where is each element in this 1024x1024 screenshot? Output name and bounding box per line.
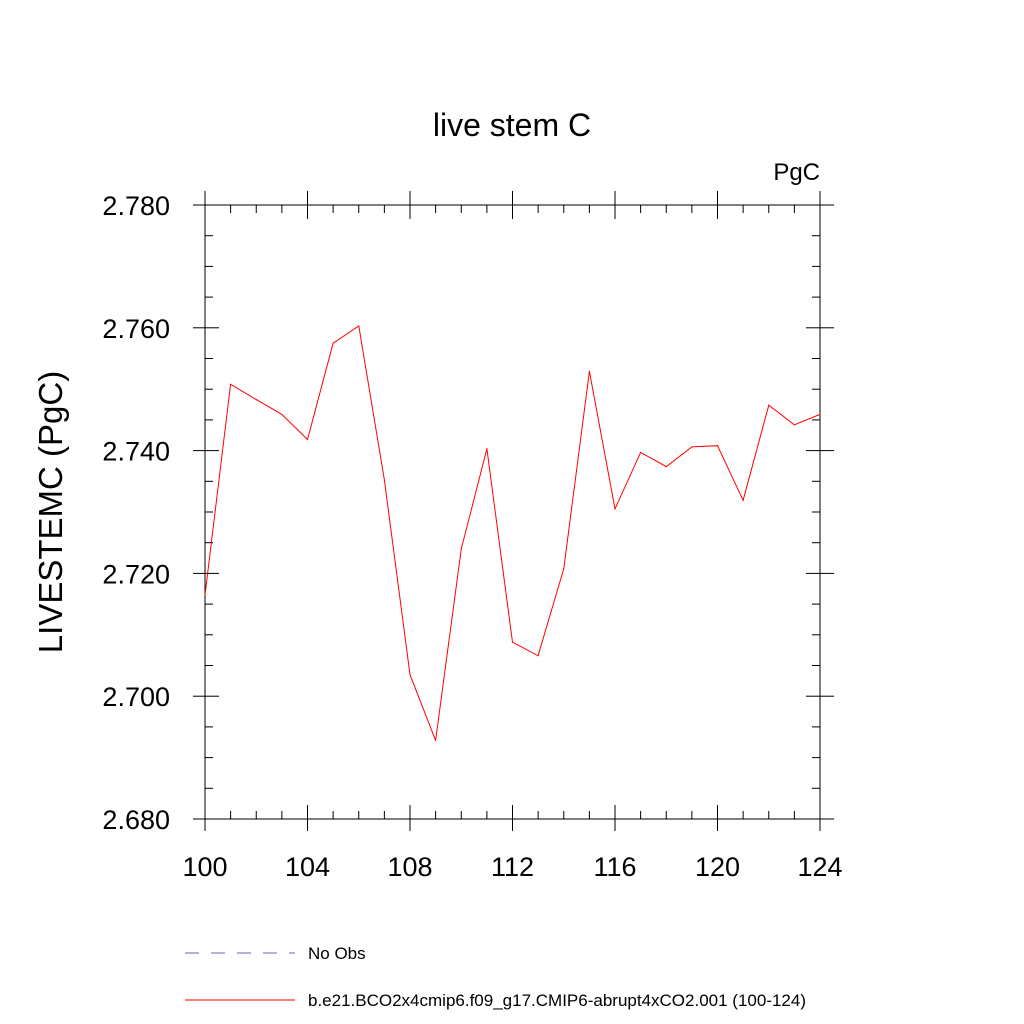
y-tick-label: 2.780 [102, 191, 170, 221]
chart-title: live stem C [433, 107, 591, 143]
data-point [793, 424, 795, 426]
data-point [358, 325, 360, 327]
data-point [563, 567, 565, 570]
data-point [691, 446, 693, 448]
legend-label-model-run: b.e21.BCO2x4cmip6.f09_g17.CMIP6-abrupt4x… [308, 991, 806, 1010]
legend: No Obs b.e21.BCO2x4cmip6.f09_g17.CMIP6-a… [185, 944, 806, 1010]
x-tick-label: 124 [797, 852, 842, 882]
plot-frame [204, 204, 821, 820]
data-point [819, 413, 821, 415]
y-tick-label: 2.720 [102, 559, 170, 589]
data-point [435, 739, 437, 742]
data-point [409, 674, 411, 676]
data-point [255, 399, 257, 401]
data-point [204, 594, 206, 596]
y-tick-label: 2.700 [102, 682, 170, 712]
data-point [511, 641, 514, 643]
data-point [281, 413, 283, 415]
x-tick-label: 108 [387, 852, 432, 882]
y-tick-label: 2.680 [102, 805, 170, 835]
x-tick-labels: 100 104 108 112 116 120 124 [182, 852, 842, 882]
units-label: PgC [773, 159, 820, 186]
major-ticks [193, 191, 834, 831]
data-point [768, 404, 770, 406]
data-point [332, 342, 334, 344]
x-tick-label: 104 [285, 852, 330, 882]
data-point [640, 451, 642, 454]
x-tick-label: 120 [695, 852, 740, 882]
data-point [665, 465, 667, 468]
y-tick-labels: 2.680 2.700 2.720 2.740 2.760 2.780 [102, 191, 170, 835]
series-layer [204, 325, 821, 742]
y-tick-label: 2.760 [102, 314, 170, 344]
legend-label-no-obs: No Obs [308, 944, 366, 963]
data-point [537, 655, 539, 657]
data-point [306, 438, 309, 441]
x-tick-label: 116 [593, 852, 636, 882]
data-point [716, 445, 719, 447]
x-tick-label: 100 [182, 852, 227, 882]
y-axis-label: LIVESTEMC (PgC) [32, 371, 69, 653]
data-point [588, 370, 590, 372]
data-point [230, 383, 232, 385]
y-tick-label: 2.740 [102, 437, 170, 467]
series-line [204, 325, 821, 741]
data-point [486, 448, 488, 450]
data-point [614, 508, 616, 510]
data-point [383, 479, 385, 481]
data-point [742, 499, 744, 501]
data-point [460, 548, 462, 550]
minor-ticks [205, 205, 820, 819]
x-tick-label: 112 [491, 852, 534, 882]
